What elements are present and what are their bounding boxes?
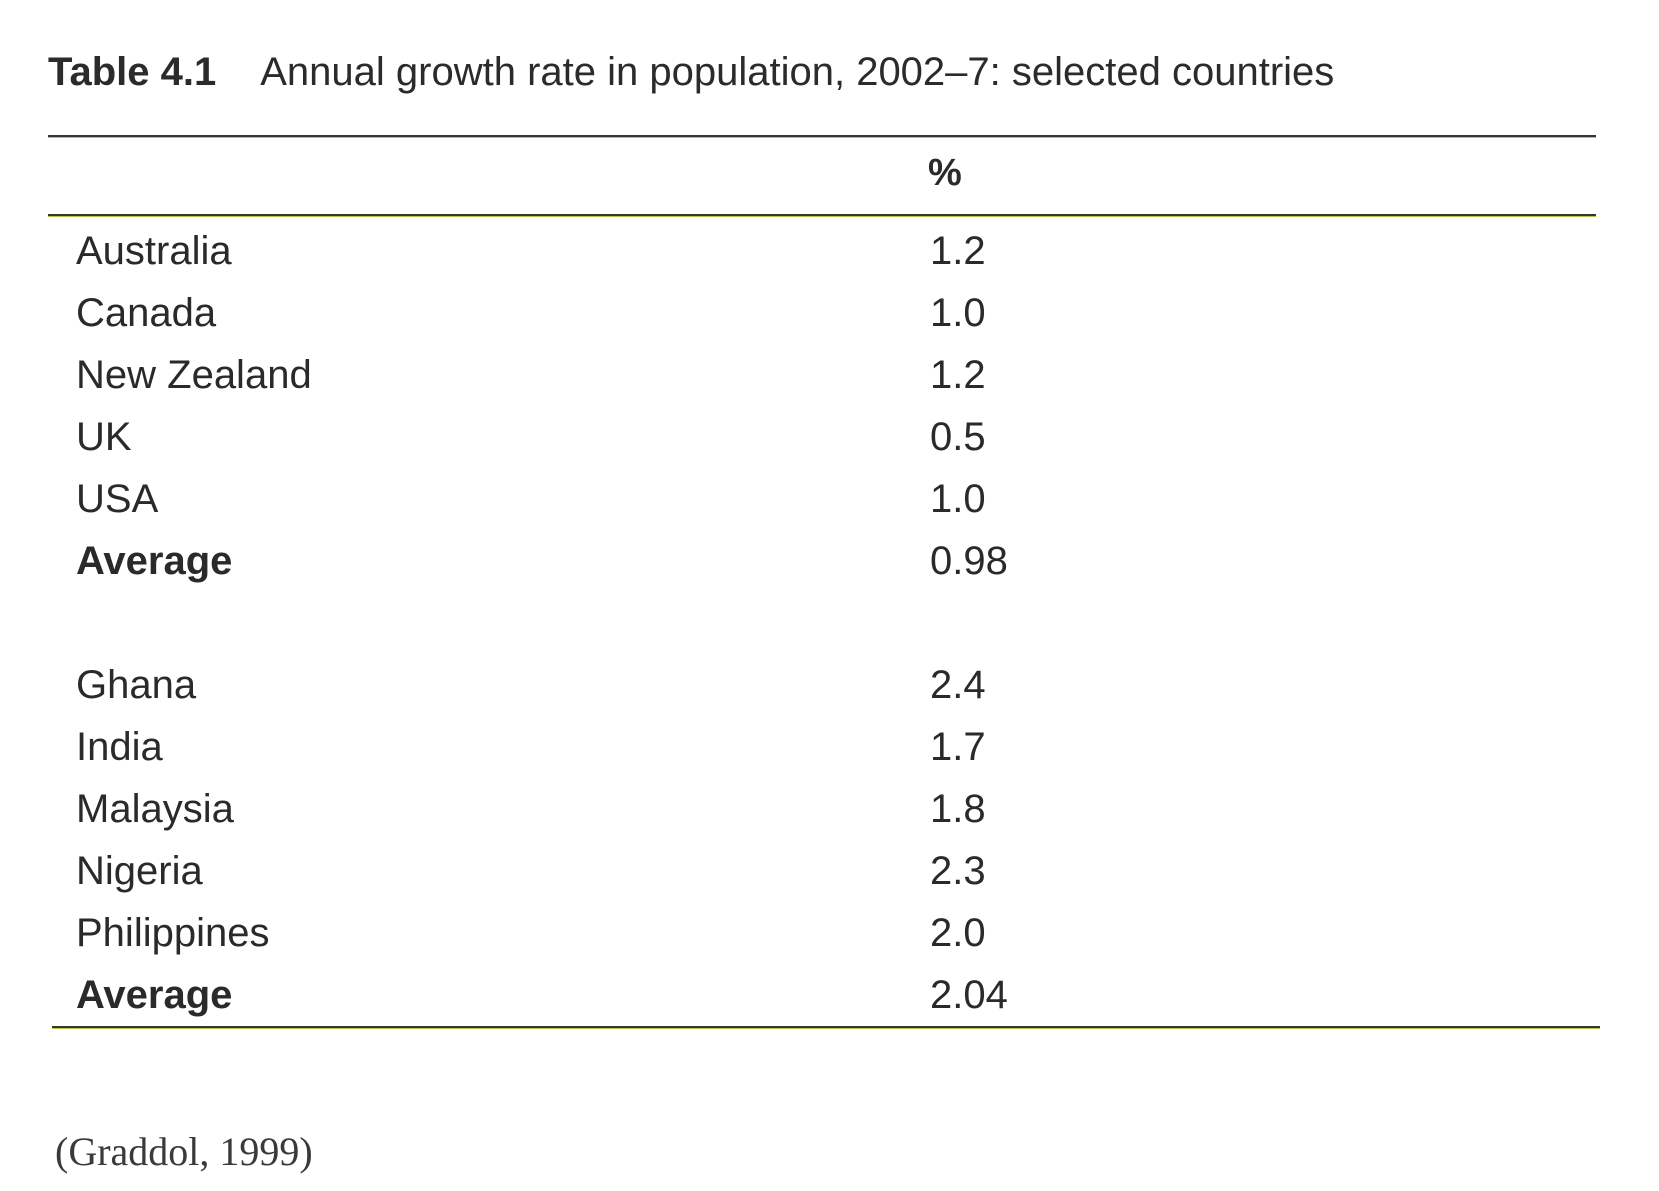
country-name: Malaysia — [76, 787, 234, 831]
average-label: Average — [76, 539, 233, 583]
growth-value: 1.7 — [930, 725, 986, 769]
growth-value: 2.4 — [930, 663, 986, 707]
source-citation: (Graddol, 1999) — [55, 1129, 313, 1174]
column-header-percent: % — [928, 152, 962, 194]
country-name: Canada — [76, 291, 217, 335]
table-number: Table 4.1 — [48, 50, 217, 94]
table-row: UK 0.5 — [0, 412, 1659, 462]
average-row: Average 0.98 — [0, 536, 1659, 586]
table-row: Philippines 2.0 — [0, 908, 1659, 958]
table-row: Ghana 2.4 — [0, 660, 1659, 710]
growth-value: 1.2 — [930, 353, 986, 397]
country-name: New Zealand — [76, 353, 312, 397]
growth-value: 1.0 — [930, 291, 986, 335]
average-value: 2.04 — [930, 973, 1008, 1017]
country-name: Australia — [76, 229, 232, 273]
country-name: Philippines — [76, 911, 270, 955]
country-name: India — [76, 725, 163, 769]
country-name: UK — [76, 415, 132, 459]
table-title: Annual growth rate in population, 2002–7… — [260, 50, 1335, 94]
growth-value: 1.2 — [930, 229, 986, 273]
growth-value: 0.5 — [930, 415, 986, 459]
table-row: India 1.7 — [0, 722, 1659, 772]
table-row: Malaysia 1.8 — [0, 784, 1659, 834]
growth-value: 2.0 — [930, 911, 986, 955]
growth-value: 1.0 — [930, 477, 986, 521]
table-caption: Table 4.1 Annual growth rate in populatio… — [48, 50, 1334, 95]
country-name: Nigeria — [76, 849, 203, 893]
average-label: Average — [76, 973, 233, 1017]
header-rule — [48, 214, 1596, 216]
average-row: Average 2.04 — [0, 970, 1659, 1020]
table-row: Australia 1.2 — [0, 226, 1659, 276]
average-value: 0.98 — [930, 539, 1008, 583]
table-row: USA 1.0 — [0, 474, 1659, 524]
country-name: Ghana — [76, 663, 197, 707]
bottom-rule — [52, 1026, 1600, 1028]
table-row: Canada 1.0 — [0, 288, 1659, 338]
table-row: Nigeria 2.3 — [0, 846, 1659, 896]
growth-value: 1.8 — [930, 787, 986, 831]
growth-value: 2.3 — [930, 849, 986, 893]
country-name: USA — [76, 477, 159, 521]
top-rule — [48, 135, 1596, 137]
table-row: New Zealand 1.2 — [0, 350, 1659, 400]
